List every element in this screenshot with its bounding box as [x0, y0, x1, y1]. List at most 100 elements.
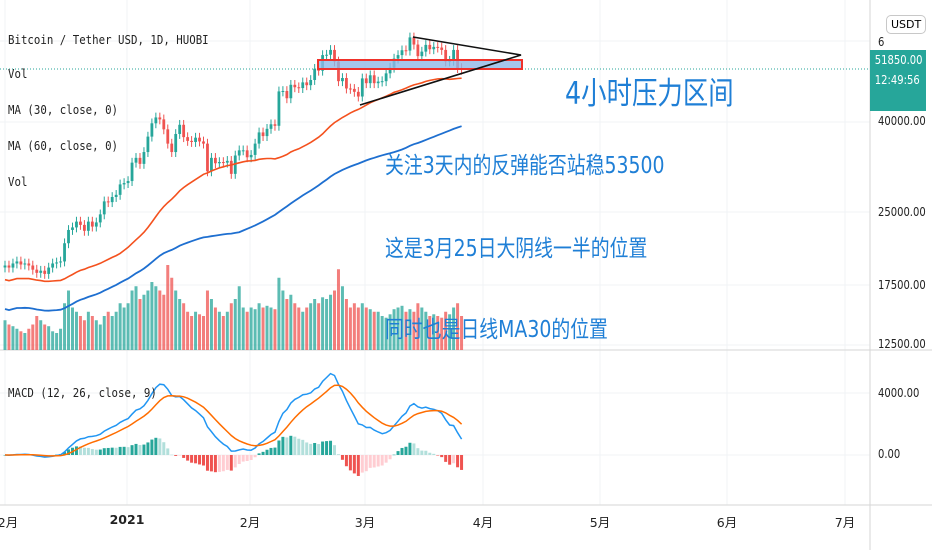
volume-bar [321, 297, 325, 350]
symbol-title: Bitcoin / Tether USD, 1D, HUOBI [8, 32, 209, 47]
candle-body [27, 263, 31, 266]
macd-histogram-bar [336, 454, 340, 455]
volume-bar [202, 316, 205, 350]
macd-histogram-bar [384, 455, 388, 463]
time-label-may: 5月 [589, 515, 611, 530]
time-label-mar: 3月 [354, 515, 376, 530]
candle-body [372, 75, 376, 84]
macd-histogram-bar [257, 453, 261, 455]
legend-vol-2[interactable]: Vol [8, 174, 28, 189]
candle-body [83, 224, 86, 231]
macd-histogram-bar [233, 455, 237, 468]
macd-histogram-bar [142, 444, 146, 455]
note-line-2: 这是3月25日大阴线一半的位置 [385, 236, 648, 262]
macd-histogram-bar [428, 452, 432, 455]
legend-ma30[interactable]: MA (30, close, 0) [8, 102, 119, 117]
candle-body [420, 51, 424, 57]
volume-bar [237, 286, 241, 350]
macd-histogram-bar [448, 455, 452, 465]
macd-histogram-bar [400, 447, 404, 455]
candle-body [174, 133, 178, 153]
legend-ma60[interactable]: MA (60, close, 0) [8, 138, 119, 153]
macd-histogram-bar [217, 455, 221, 472]
price-label-60000: 6 [878, 34, 885, 49]
macd-histogram-bar [352, 455, 356, 474]
macd-histogram-bar [158, 438, 162, 455]
price-label-25000: 25000.00 [878, 204, 926, 219]
volume-bar [146, 290, 150, 350]
macd-histogram-bar [118, 446, 122, 455]
volume-bar [194, 311, 198, 350]
zone-annotation: 4小时压力区间 [565, 76, 734, 112]
macd-histogram-bar [126, 447, 130, 455]
macd-histogram-bar [174, 455, 178, 456]
resistance-zone[interactable] [317, 59, 523, 70]
volume-bar [217, 311, 221, 350]
volume-bar [356, 307, 360, 350]
macd-histogram-bar [416, 448, 420, 455]
candle-body [162, 119, 166, 130]
legend-macd[interactable]: MACD (12, 26, close, 9) [8, 385, 157, 400]
volume-bar [404, 311, 408, 350]
macd-histogram-bar [190, 455, 194, 463]
macd-label-4000: 4000.00 [878, 385, 920, 400]
candle-body [210, 157, 213, 172]
price-label-12500: 12500.00 [878, 336, 926, 351]
candle-body [452, 49, 456, 61]
macd-histogram-bar [325, 441, 329, 455]
legend-vol[interactable]: Vol [8, 66, 28, 81]
volume-bar [424, 311, 428, 350]
volume-bar [233, 299, 237, 350]
macd-histogram-bar [420, 450, 424, 455]
volume-bar [340, 286, 344, 350]
time-label-feb: 2月 [239, 515, 261, 530]
macd-histogram-bar [186, 455, 190, 461]
volume-bar [122, 307, 126, 350]
candle-body [59, 261, 62, 263]
candle-body [285, 90, 289, 99]
volume-bar [39, 320, 43, 350]
volume-bar [142, 294, 146, 350]
candle-body [138, 157, 142, 164]
macd-histogram-bar [182, 455, 186, 458]
currency-badge[interactable]: USDT [886, 15, 927, 34]
volume-bar [47, 326, 51, 350]
volume-bar [428, 316, 432, 350]
last-price: 51850.00 [874, 52, 923, 67]
triangle-drawing[interactable] [359, 36, 522, 106]
volume-bar [118, 303, 122, 350]
macd-histogram-bar [245, 455, 249, 461]
candles [3, 32, 463, 279]
volume-bar [408, 309, 412, 350]
volume-bar [325, 299, 329, 350]
candle-body [166, 129, 170, 144]
volume-bar [15, 328, 19, 350]
volume-bar [317, 303, 321, 350]
candle-body [154, 117, 158, 124]
candle-body [221, 162, 225, 164]
volume-bar [448, 314, 452, 350]
macd-histogram-bar [321, 441, 325, 455]
volume-bar [150, 282, 154, 350]
volume-bar [106, 311, 110, 350]
candle-body [47, 267, 51, 274]
price-label-40000: 40000.00 [878, 113, 926, 128]
volume-bar [59, 328, 63, 350]
volume-bar [7, 324, 11, 350]
volume-bar [182, 303, 186, 350]
volume-bar [372, 311, 376, 350]
macd-histogram-bar [440, 455, 444, 458]
candle-body [170, 143, 174, 153]
macd-histogram-bar [110, 447, 114, 455]
candle-body [281, 90, 285, 92]
candle-body [3, 265, 7, 268]
macd-histogram-bar [202, 455, 205, 466]
volume-bar [460, 316, 464, 350]
macd-histogram-bar [198, 455, 202, 465]
candle-body [90, 221, 94, 227]
macd-histogram-bar [285, 437, 289, 455]
macd-histogram-bar [277, 440, 281, 455]
volume-bar [130, 290, 134, 350]
